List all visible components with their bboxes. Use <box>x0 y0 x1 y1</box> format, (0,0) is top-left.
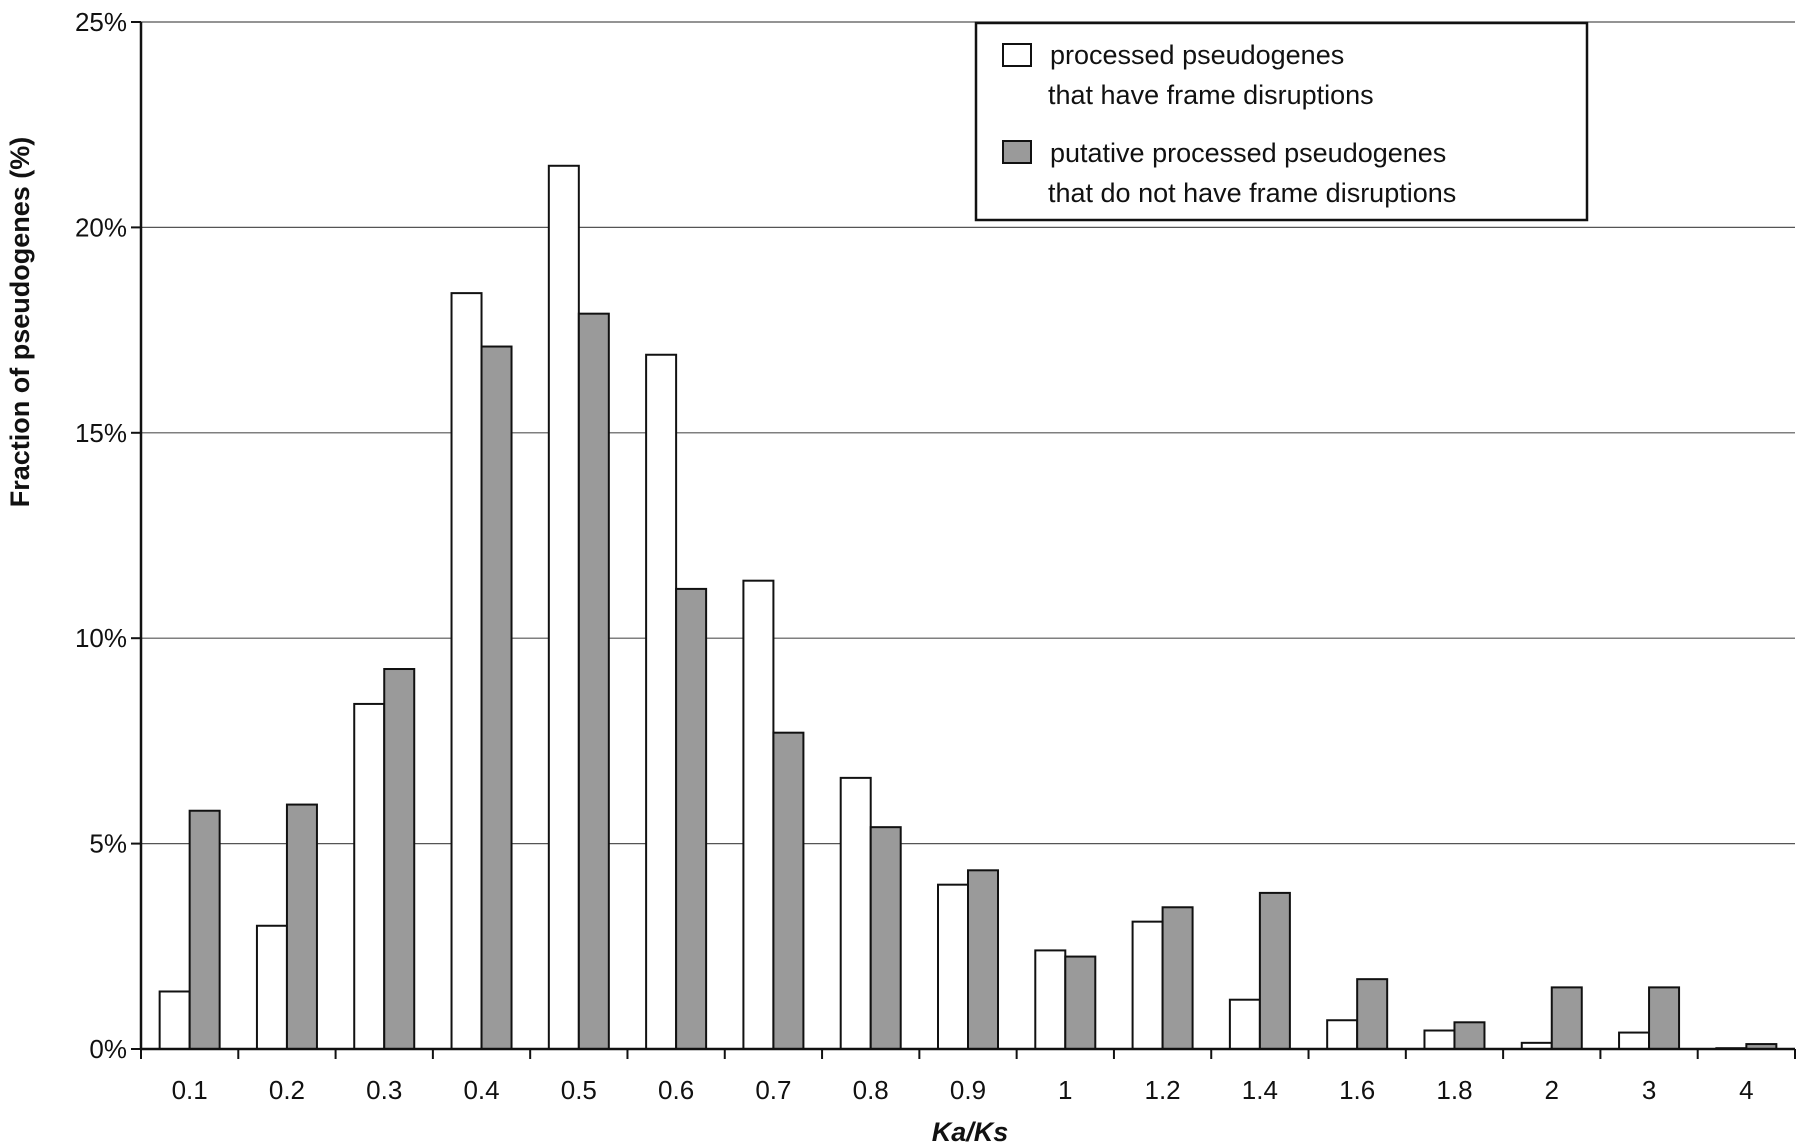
bar-series2-1 <box>1064 955 1097 1051</box>
x-tick-label: 1 <box>1058 1075 1072 1105</box>
legend-label-series1: that have frame disruptions <box>1048 80 1374 110</box>
legend-box <box>974 21 1589 222</box>
x-tick-label: 0.1 <box>172 1075 208 1105</box>
x-tick-label: 0.7 <box>755 1075 791 1105</box>
x-tick-label: 4 <box>1739 1075 1753 1105</box>
bar-series2-0.3 <box>383 668 416 1050</box>
y-tick-label: 15% <box>75 418 127 448</box>
bar-series2-0.6 <box>675 587 708 1050</box>
bar-series2-0.7 <box>772 731 805 1051</box>
bar-series2-1.4 <box>1258 891 1291 1050</box>
x-tick-label: 0.9 <box>950 1075 986 1105</box>
bar-series1-0.7 <box>742 579 775 1050</box>
x-tick-label: 1.2 <box>1145 1075 1181 1105</box>
bar-series1-0.9 <box>937 883 969 1050</box>
y-tick-label: 5% <box>89 829 127 859</box>
bar-series2-0.9 <box>967 869 999 1050</box>
x-tick-label: 0.3 <box>366 1075 402 1105</box>
bar-series1-1.4 <box>1228 998 1261 1050</box>
legend-label-series2: putative processed pseudogenes <box>1050 138 1446 168</box>
x-tick-label: 0.2 <box>269 1075 305 1105</box>
bar-series2-0.8 <box>869 826 902 1051</box>
bar-series1-1.8 <box>1423 1029 1456 1051</box>
x-tick-label: 0.6 <box>658 1075 694 1105</box>
bar-series1-0.5 <box>547 164 580 1050</box>
bar-series1-0.8 <box>839 776 872 1050</box>
x-tick-label: 0.8 <box>853 1075 889 1105</box>
bar-series1-0.2 <box>255 924 288 1051</box>
legend-swatch-series1 <box>1002 43 1032 67</box>
bars <box>158 164 1778 1051</box>
bar-series2-0.4 <box>480 345 513 1051</box>
axes <box>139 22 1795 1051</box>
bar-series1-0.4 <box>450 292 483 1050</box>
bar-series2-2 <box>1550 986 1583 1051</box>
bar-series1-1.2 <box>1131 920 1164 1050</box>
bar-series2-0.2 <box>285 803 318 1050</box>
y-tick-label: 20% <box>75 212 127 242</box>
y-axis-title: Fraction of pseudogenes (%) <box>5 137 35 508</box>
bar-series1-1.6 <box>1326 1019 1359 1051</box>
bar-series2-1.6 <box>1356 978 1389 1050</box>
y-tick-label: 10% <box>75 623 127 653</box>
bar-series2-0.1 <box>188 809 221 1051</box>
x-tick-label: 0.4 <box>463 1075 499 1105</box>
bar-series2-1.8 <box>1453 1021 1486 1050</box>
x-tick-label: 2 <box>1545 1075 1559 1105</box>
y-tick-label: 0% <box>89 1034 127 1064</box>
bar-series1-0.1 <box>158 990 191 1050</box>
x-axis-ticks: 0.1 0.2 0.3 0.4 0.5 0.6 0.7 0.8 0.9 1 1.2 1.4 1.6 1.8… <box>140 1049 1796 1105</box>
y-tick-label: 25% <box>75 7 127 37</box>
x-tick-label: 1.8 <box>1436 1075 1472 1105</box>
legend-label-series1: processed pseudogenes <box>1050 40 1344 70</box>
x-tick-label: 1.4 <box>1242 1075 1278 1105</box>
x-tick-label: 0.5 <box>561 1075 597 1105</box>
legend-swatch-series2 <box>1002 140 1032 164</box>
bar-series1-3 <box>1618 1031 1651 1050</box>
x-tick-label: 1.6 <box>1339 1075 1375 1105</box>
bar-series2-3 <box>1648 986 1681 1051</box>
legend-label-series2: that do not have frame disruptions <box>1048 178 1456 208</box>
bar-series1-0.6 <box>645 353 678 1050</box>
gridlines <box>141 21 1795 845</box>
y-axis-ticks: 0% 5% 10% 15% 20% 25% <box>75 7 141 1064</box>
bar-series2-0.5 <box>577 312 610 1050</box>
bar-series1-0.3 <box>353 702 386 1050</box>
legend: processed pseudogenes that have frame dis… <box>974 21 1589 222</box>
x-tick-label: 3 <box>1642 1075 1656 1105</box>
x-axis-title: Ka/Ks <box>932 1117 1009 1147</box>
bar-series1-1 <box>1034 949 1067 1051</box>
bar-series2-1.2 <box>1161 906 1194 1050</box>
